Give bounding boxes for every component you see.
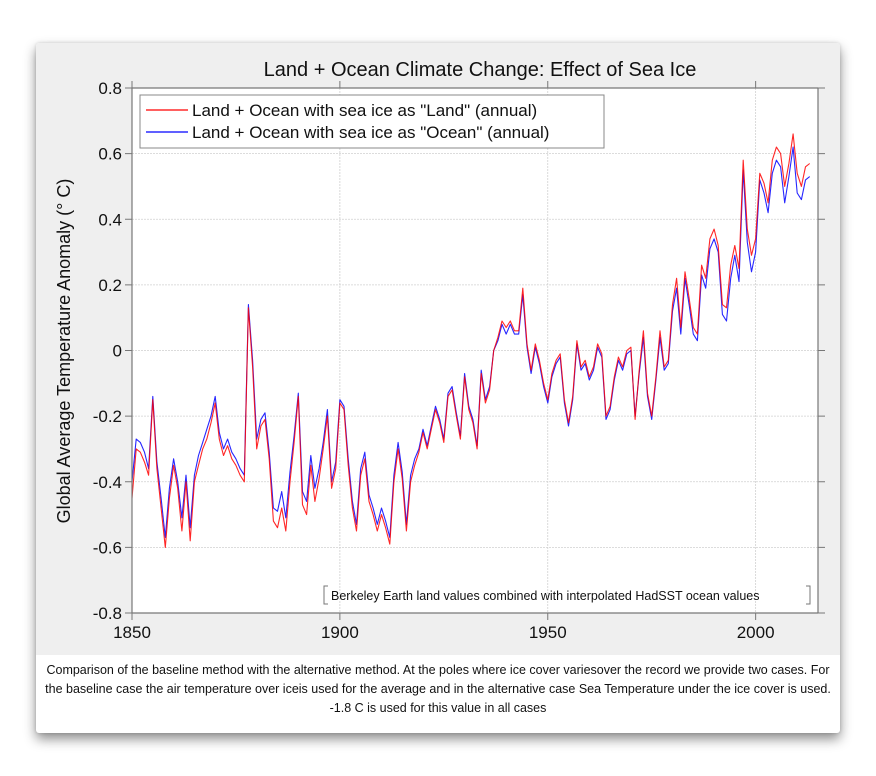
chart-figure: -0.8 -0.6 -0.4 -0.2 0 0.2 0.4 0.6 0.8 1850 1900 195… [36, 43, 840, 655]
legend-box [139, 94, 605, 149]
series-lines [131, 133, 811, 548]
annotation-bracket-left [323, 585, 328, 605]
climate-chart: -0.8 -0.6 -0.4 -0.2 0 0.2 0.4 0.6 0.8 1850 1900 195… [54, 59, 825, 642]
y-tick-label: -0.8 [93, 604, 122, 623]
x-tick-label: 1950 [529, 623, 567, 642]
legend: Land + Ocean with sea ice as "Land" (ann… [139, 94, 605, 149]
x-tick-label: 1900 [321, 623, 359, 642]
chart-title: Land + Ocean Climate Change: Effect of S… [264, 59, 697, 81]
y-tick-label: -0.2 [93, 407, 122, 426]
y-tick-label: 0.8 [98, 79, 122, 98]
x-tick-label: 2000 [737, 623, 775, 642]
y-tick-label: 0.2 [98, 276, 122, 295]
annotation-bracket-right [806, 585, 811, 605]
y-tick-label: 0.6 [98, 145, 122, 164]
y-axis-label: Global Average Temperature Anomaly (° C) [54, 179, 74, 524]
y-tick-label: 0 [113, 342, 122, 361]
figure-caption: Comparison of the baseline method with t… [45, 663, 831, 715]
axes: -0.8 -0.6 -0.4 -0.2 0 0.2 0.4 0.6 0.8 1850 1900 195… [93, 79, 825, 642]
y-tick-label: 0.4 [98, 210, 122, 229]
annotation-text: Berkeley Earth land values combined with… [331, 589, 760, 603]
y-tick-label: -0.6 [93, 538, 122, 557]
x-tick-label: 1850 [113, 623, 151, 642]
y-tick-label: -0.4 [93, 473, 122, 492]
source-annotation: Berkeley Earth land values combined with… [323, 585, 811, 605]
legend-label-land: Land + Ocean with sea ice as "Land" (ann… [192, 101, 537, 120]
series-line-land [131, 133, 811, 548]
legend-label-ocean: Land + Ocean with sea ice as "Ocean" (an… [192, 123, 549, 142]
figure-card: -0.8 -0.6 -0.4 -0.2 0 0.2 0.4 0.6 0.8 1850 1900 195… [36, 43, 840, 733]
